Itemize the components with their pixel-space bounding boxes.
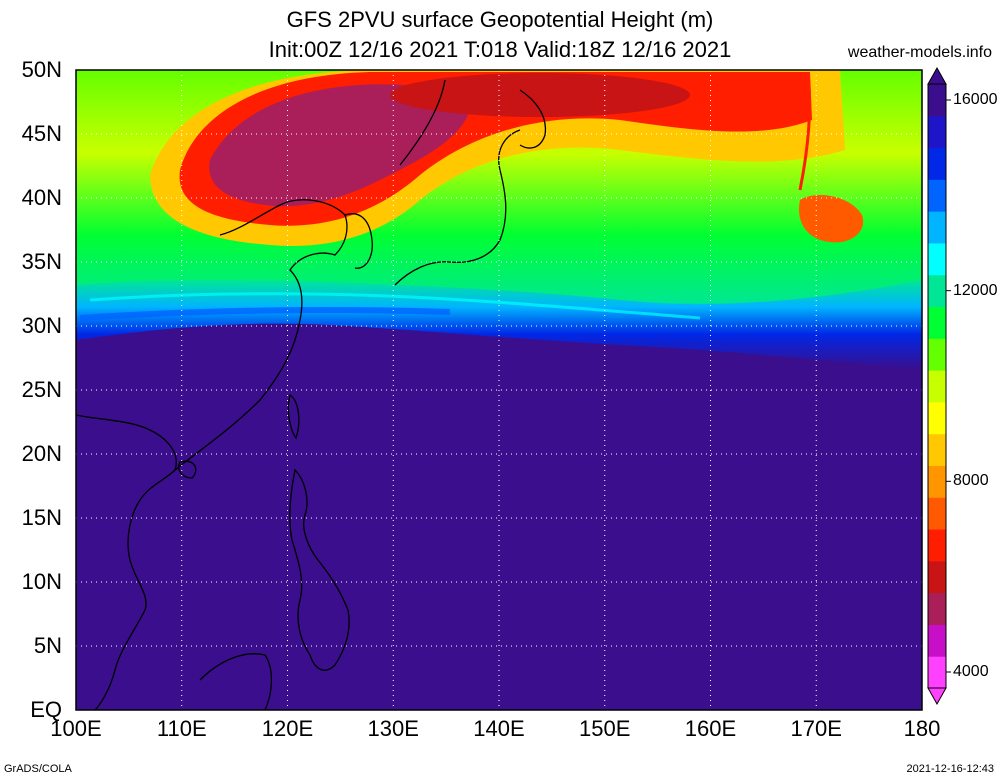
colorbar-segment (928, 274, 946, 308)
field-blue-streak-2 (79, 307, 451, 321)
colorbar-label: 4000 (953, 663, 989, 680)
chart-subtitle: Init:00Z 12/16 2021 T:018 Valid:18Z 12/1… (268, 37, 732, 62)
lon-tick-label: 110E (156, 716, 207, 741)
field-red-blob (799, 195, 864, 243)
lat-tick-label: 20N (21, 441, 62, 466)
lat-tick-label: 25N (21, 377, 62, 402)
colorbar-label: 8000 (953, 472, 989, 490)
lat-tick-label: 15N (21, 505, 62, 530)
lat-tick-label: 35N (21, 249, 62, 274)
lat-tick-label: 50N (21, 57, 62, 82)
colorbar-segment (928, 497, 946, 530)
colorbar-segment (928, 242, 946, 276)
field-blue-streak (89, 292, 701, 320)
lat-tick-label: 30N (21, 313, 62, 338)
lon-tick-label: 120E (261, 716, 314, 741)
colorbar-segment (928, 529, 946, 562)
colorbar-segment (928, 401, 946, 435)
footer-timestamp: 2021-12-16-12:43 (906, 763, 994, 775)
map-frame (75, 69, 923, 711)
colorbar-label: 12000 (953, 281, 998, 299)
lat-tick-label: EQ (30, 697, 62, 722)
lon-tick-label: 170E (790, 716, 842, 741)
lon-tick-label: 160E (684, 716, 737, 741)
lat-tick-label: 5N (33, 633, 62, 658)
colorbar-bottom-arrow (927, 687, 947, 706)
lon-tick-label: 140E (473, 716, 525, 741)
colorbar (927, 66, 951, 706)
field-darkred-core-2 (390, 73, 690, 117)
colorbar-segment (928, 592, 946, 625)
lat-lon-grid (76, 70, 922, 710)
field-red-line (798, 74, 812, 191)
colorbar-segment (928, 211, 946, 244)
colorbar-top-arrow (927, 66, 947, 85)
colorbar-segment (928, 465, 946, 498)
lon-tick-label: 150E (579, 716, 631, 741)
colorbar-segment (928, 115, 946, 149)
colorbar-segment (928, 338, 946, 371)
colorbar-segment (928, 656, 946, 689)
colorbar-segment (928, 179, 946, 212)
colorbar-segment (928, 433, 946, 466)
lat-tick-label: 10N (21, 569, 62, 594)
field-darkred-core (209, 84, 470, 207)
lon-tick-label: 100E (50, 716, 102, 741)
colorbar-segment (928, 370, 946, 403)
lat-tick-label: 45N (21, 121, 62, 146)
lon-tick-label: 180 (903, 716, 941, 741)
colorbar-segment (928, 84, 946, 117)
colorbar-frame (927, 83, 947, 689)
colorbar-label: 16000 (953, 91, 998, 108)
colorbar-segment (928, 624, 946, 657)
chart-title: GFS 2PVU surface Geopotential Height (m) (286, 7, 714, 32)
site-watermark: weather-models.info (847, 44, 992, 61)
footer-credit: GrADS/COLA (4, 763, 72, 775)
coastlines (75, 79, 547, 711)
colorbar-segment (928, 306, 946, 339)
lat-tick-label: 40N (21, 185, 62, 210)
colorbar-segment (928, 147, 946, 180)
lon-tick-label: 130E (367, 716, 419, 741)
colorbar-segment (928, 560, 946, 594)
